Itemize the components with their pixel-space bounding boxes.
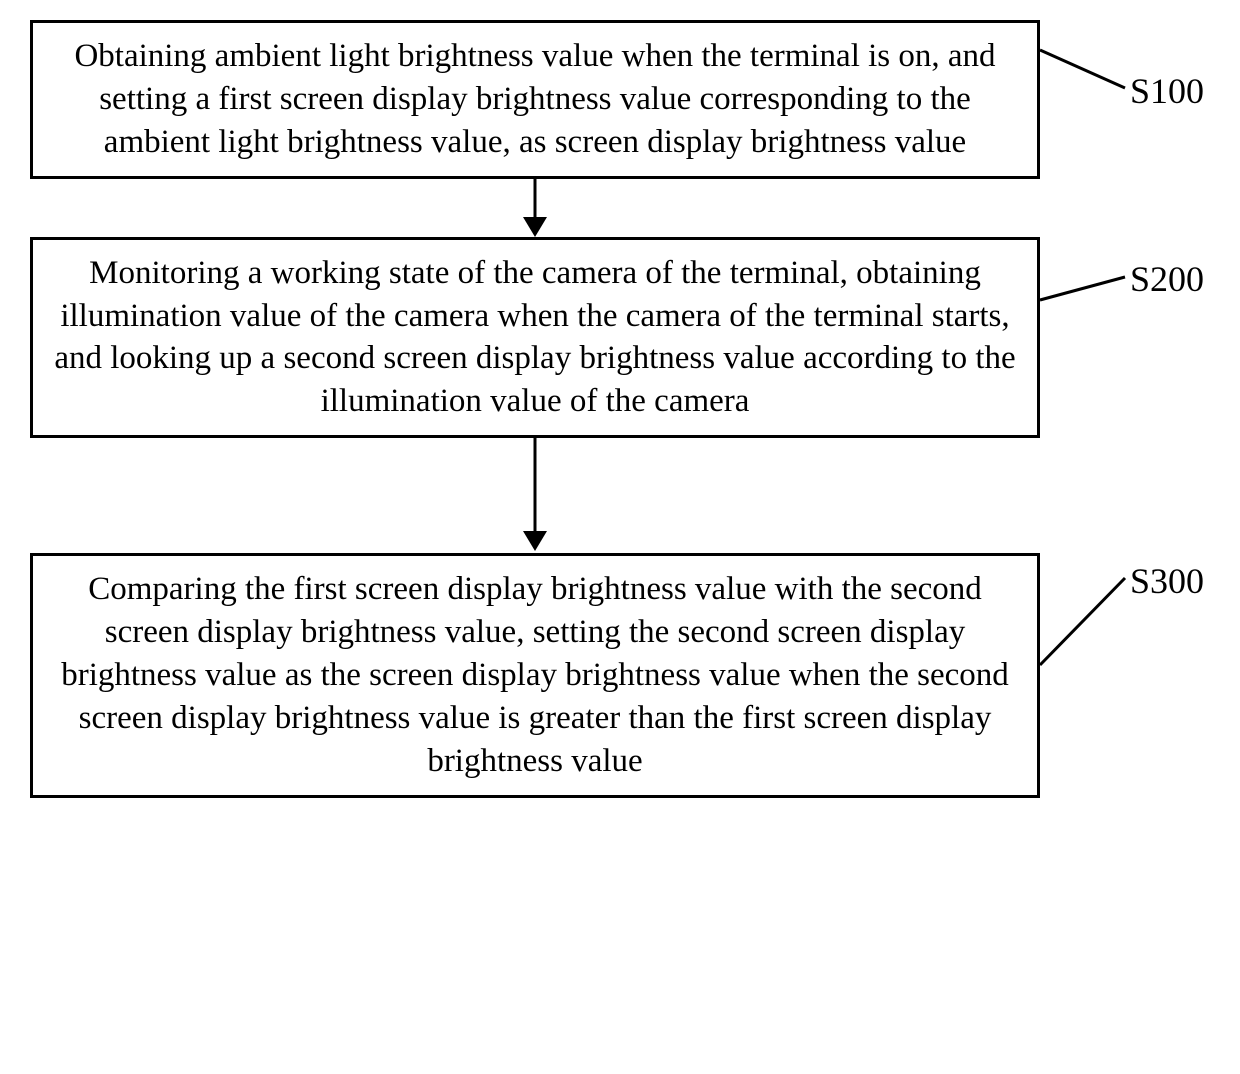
step-text: Monitoring a working state of the camera… bbox=[54, 255, 1015, 420]
step-text: Comparing the first screen display brigh… bbox=[61, 571, 1009, 779]
step-label-s300: S300 bbox=[1130, 560, 1204, 602]
arrow-head-icon bbox=[523, 217, 547, 237]
flowchart-step-s200: Monitoring a working state of the camera… bbox=[30, 237, 1040, 439]
flowchart-container: Obtaining ambient light brightness value… bbox=[30, 20, 1210, 798]
step-label-s200: S200 bbox=[1130, 258, 1204, 300]
step-text: Obtaining ambient light brightness value… bbox=[74, 38, 995, 160]
label-text: S300 bbox=[1130, 561, 1204, 601]
arrow-head-icon bbox=[523, 531, 547, 551]
arrow-line bbox=[534, 438, 537, 533]
label-text: S200 bbox=[1130, 259, 1204, 299]
flowchart-step-s100: Obtaining ambient light brightness value… bbox=[30, 20, 1040, 179]
flowchart-step-s300: Comparing the first screen display brigh… bbox=[30, 553, 1040, 797]
arrow-line bbox=[534, 179, 537, 219]
flowchart-connector-2 bbox=[30, 438, 1040, 553]
flowchart-connector-1 bbox=[30, 179, 1040, 237]
step-label-s100: S100 bbox=[1130, 70, 1204, 112]
label-text: S100 bbox=[1130, 71, 1204, 111]
